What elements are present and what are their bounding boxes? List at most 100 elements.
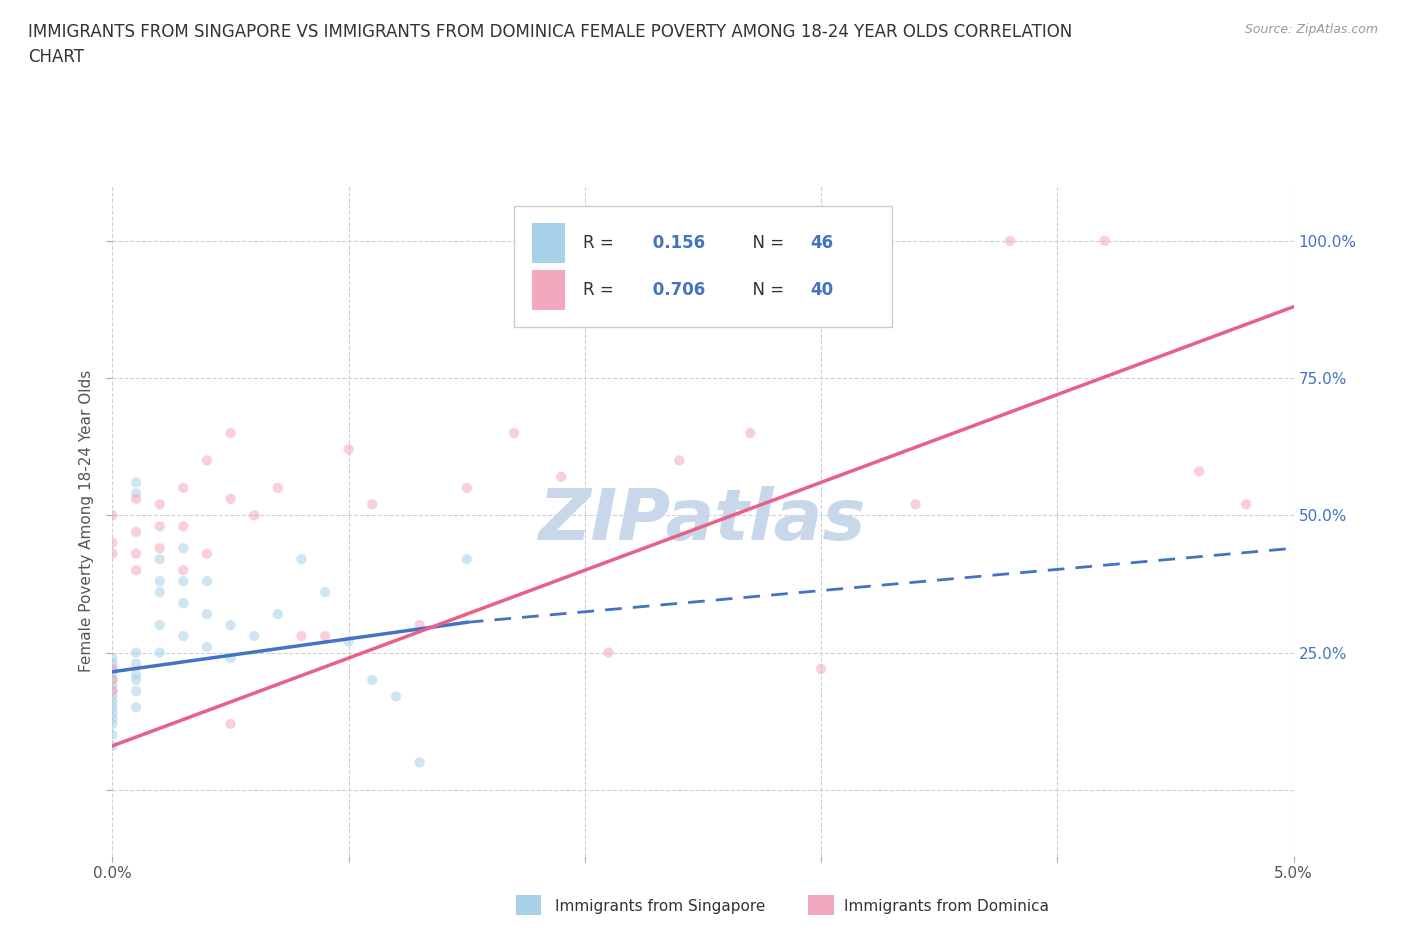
Text: R =: R = (582, 234, 619, 252)
Point (101, 684, 124, 698)
Point (101, 738, 124, 753)
Point (810, 661, 832, 676)
Text: R =: R = (582, 281, 619, 299)
FancyBboxPatch shape (531, 270, 565, 310)
Point (101, 661, 124, 676)
Point (314, 629, 336, 644)
Point (101, 716, 124, 731)
Point (101, 536, 124, 551)
Point (361, 497, 384, 512)
Point (243, 629, 266, 644)
Point (172, 596, 194, 611)
Point (337, 442, 360, 457)
Point (740, 426, 762, 441)
Point (337, 634, 360, 649)
Point (101, 684, 124, 698)
Point (101, 661, 124, 676)
Point (195, 546, 218, 561)
Point (149, 519, 172, 534)
Point (456, 481, 478, 496)
Text: 40: 40 (810, 281, 834, 299)
Point (408, 618, 430, 632)
Point (550, 470, 572, 485)
Point (125, 491, 148, 506)
Text: Immigrants from Singapore: Immigrants from Singapore (555, 899, 766, 914)
Point (314, 585, 336, 600)
Point (101, 689, 124, 704)
Point (267, 606, 290, 621)
Point (101, 651, 124, 666)
Point (101, 711, 124, 725)
Point (172, 629, 194, 644)
Point (101, 727, 124, 742)
Point (101, 700, 124, 715)
Point (101, 672, 124, 687)
Bar (808, 895, 834, 915)
Point (101, 706, 124, 721)
Point (125, 475, 148, 490)
Point (125, 546, 148, 561)
Point (101, 546, 124, 561)
Point (101, 678, 124, 693)
Point (290, 551, 312, 566)
Point (149, 645, 172, 660)
Point (195, 640, 218, 655)
Point (149, 497, 172, 512)
Text: Source: ZipAtlas.com: Source: ZipAtlas.com (1244, 23, 1378, 36)
Text: 0.706: 0.706 (648, 281, 706, 299)
Point (195, 574, 218, 589)
Point (101, 695, 124, 710)
Point (408, 755, 430, 770)
Point (125, 563, 148, 578)
Y-axis label: Female Poverty Among 18-24 Year Olds: Female Poverty Among 18-24 Year Olds (79, 370, 94, 672)
Point (904, 497, 927, 512)
Point (149, 574, 172, 589)
Point (219, 651, 242, 666)
Point (998, 233, 1021, 248)
Point (125, 672, 148, 687)
Point (172, 541, 194, 556)
Text: N =: N = (742, 234, 789, 252)
Point (219, 426, 242, 441)
Text: IMMIGRANTS FROM SINGAPORE VS IMMIGRANTS FROM DOMINICA FEMALE POVERTY AMONG 18-24: IMMIGRANTS FROM SINGAPORE VS IMMIGRANTS … (28, 23, 1073, 41)
Point (149, 551, 172, 566)
Point (172, 519, 194, 534)
Point (125, 485, 148, 500)
Text: 0.156: 0.156 (648, 234, 706, 252)
Point (149, 541, 172, 556)
FancyBboxPatch shape (515, 206, 891, 326)
Point (149, 585, 172, 600)
Text: ZIPatlas: ZIPatlas (540, 486, 866, 555)
Text: CHART: CHART (28, 48, 84, 66)
Point (219, 716, 242, 731)
Point (1234, 497, 1257, 512)
Point (101, 508, 124, 523)
Text: N =: N = (742, 281, 789, 299)
Point (290, 629, 312, 644)
Point (598, 645, 620, 660)
Point (361, 672, 384, 687)
Point (1188, 464, 1211, 479)
Point (456, 551, 478, 566)
Point (172, 481, 194, 496)
Point (385, 689, 408, 704)
FancyBboxPatch shape (531, 223, 565, 263)
Point (101, 667, 124, 682)
Point (267, 481, 290, 496)
Point (101, 672, 124, 687)
Point (195, 606, 218, 621)
Point (1094, 233, 1116, 248)
Point (101, 656, 124, 671)
Point (125, 700, 148, 715)
Point (149, 618, 172, 632)
Point (125, 645, 148, 660)
Point (219, 491, 242, 506)
Point (125, 525, 148, 539)
Point (243, 508, 266, 523)
Point (668, 453, 690, 468)
Text: 46: 46 (810, 234, 834, 252)
Point (125, 684, 148, 698)
Point (125, 656, 148, 671)
Point (125, 667, 148, 682)
Text: Immigrants from Dominica: Immigrants from Dominica (844, 899, 1049, 914)
